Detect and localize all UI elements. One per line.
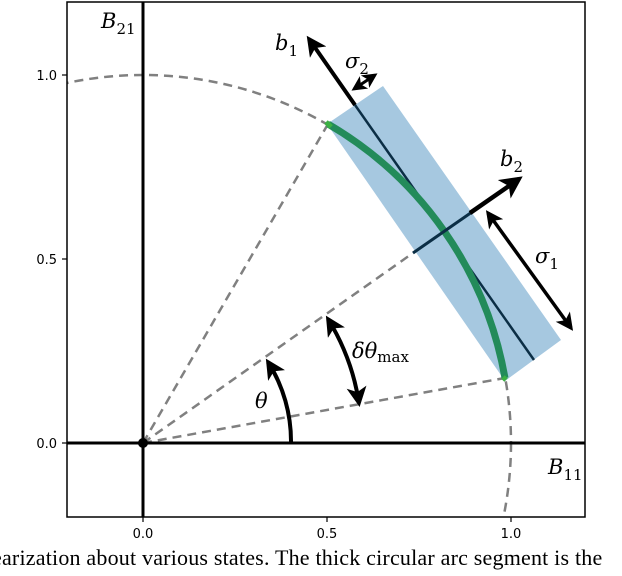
ray-middle [142, 251, 414, 445]
ray-upper [141, 123, 330, 444]
x-tick-0-0: 0.0 [133, 527, 154, 542]
y-tick-1-0: 1.0 [36, 69, 57, 84]
origin-point [138, 438, 148, 448]
unit-circle [67, 73, 513, 517]
sigma1-label: σ1 [535, 244, 559, 273]
y-axis-label: B21 [100, 9, 136, 38]
b2-arrow [468, 176, 523, 215]
x-tick-1-0: 1.0 [501, 527, 522, 542]
delta-theta-arc [325, 315, 367, 407]
arc-end-top [324, 120, 333, 129]
x-tick-0-5: 0.5 [317, 527, 338, 542]
y-tick-0-5: 0.5 [36, 253, 57, 268]
x-axis-label: B11 [547, 455, 583, 484]
y-tick-0-0: 0.0 [36, 437, 57, 452]
b2-label: b2 [500, 147, 523, 176]
ray-lower [142, 376, 506, 445]
arc-end-bottom [501, 375, 508, 382]
theta-arc [265, 358, 294, 444]
delta-theta-max-label: δθmax [352, 339, 409, 366]
y-ticks [62, 74, 67, 444]
sigma2-arrow [351, 73, 378, 91]
b2-basis-line [412, 210, 473, 255]
b1-arrow [306, 35, 357, 107]
x-ticks [142, 517, 512, 522]
sigma2-label: σ2 [345, 49, 369, 78]
figure-caption: earization about various states. The thi… [0, 545, 603, 570]
sigma1-arrow [485, 210, 574, 331]
theta-label: θ [255, 389, 268, 413]
b1-label: b1 [275, 31, 298, 60]
